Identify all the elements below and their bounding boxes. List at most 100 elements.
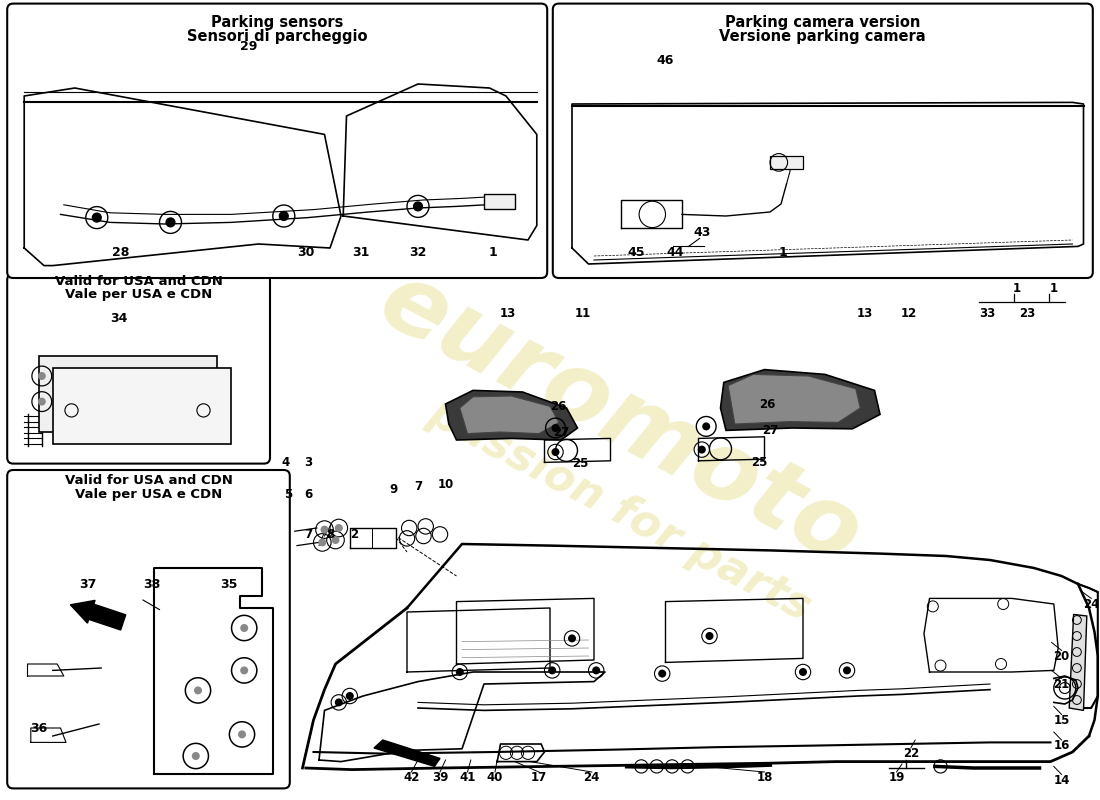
Bar — [39, 356, 217, 432]
Circle shape — [332, 537, 339, 543]
Text: Valid for USA and CDN: Valid for USA and CDN — [55, 275, 222, 288]
Text: 7: 7 — [414, 480, 422, 493]
Text: 4: 4 — [282, 456, 290, 469]
Circle shape — [192, 753, 199, 759]
Circle shape — [552, 449, 559, 455]
Polygon shape — [374, 740, 440, 766]
Text: 37: 37 — [79, 578, 97, 590]
Text: Versione parking camera: Versione parking camera — [719, 30, 926, 44]
Text: 34: 34 — [110, 312, 128, 325]
Circle shape — [593, 667, 600, 674]
Text: 9: 9 — [389, 483, 398, 496]
Text: 45: 45 — [627, 246, 645, 259]
Text: 1: 1 — [779, 246, 788, 259]
Text: 40: 40 — [487, 771, 503, 784]
Text: 15: 15 — [1054, 714, 1069, 726]
Circle shape — [706, 633, 713, 639]
Circle shape — [239, 731, 245, 738]
Text: 12: 12 — [901, 307, 916, 320]
Text: 39: 39 — [432, 771, 448, 784]
Circle shape — [241, 667, 248, 674]
Polygon shape — [460, 396, 559, 434]
Text: 27: 27 — [762, 424, 778, 437]
Circle shape — [346, 693, 353, 699]
FancyBboxPatch shape — [553, 4, 1092, 278]
Circle shape — [549, 667, 556, 674]
Bar — [484, 194, 515, 209]
Text: 10: 10 — [438, 478, 453, 491]
Text: 25: 25 — [751, 456, 767, 469]
FancyBboxPatch shape — [8, 274, 270, 463]
Circle shape — [698, 446, 705, 453]
Circle shape — [456, 669, 463, 675]
Circle shape — [321, 526, 328, 533]
Text: 25: 25 — [573, 458, 588, 470]
Text: 2: 2 — [350, 528, 359, 541]
Text: 23: 23 — [1020, 307, 1035, 320]
Circle shape — [659, 670, 666, 677]
Text: 16: 16 — [1054, 739, 1069, 752]
FancyArrow shape — [70, 600, 125, 630]
Circle shape — [414, 202, 422, 210]
FancyBboxPatch shape — [8, 470, 289, 788]
Circle shape — [569, 635, 575, 642]
Text: Valid for USA and CDN: Valid for USA and CDN — [65, 474, 232, 486]
Text: 1: 1 — [1049, 282, 1058, 294]
Text: 36: 36 — [30, 722, 47, 734]
Text: 44: 44 — [667, 246, 684, 259]
Text: 32: 32 — [409, 246, 427, 259]
Text: 7: 7 — [304, 528, 312, 541]
Polygon shape — [728, 374, 860, 424]
Bar — [53, 368, 231, 444]
Text: 33: 33 — [980, 307, 996, 320]
Circle shape — [241, 625, 248, 631]
Polygon shape — [720, 370, 880, 430]
Text: 27: 27 — [553, 426, 569, 438]
Text: 3: 3 — [304, 456, 312, 469]
Circle shape — [92, 214, 101, 222]
Text: 26: 26 — [551, 400, 566, 413]
Text: 13: 13 — [857, 307, 872, 320]
Polygon shape — [1069, 614, 1087, 710]
Circle shape — [552, 425, 559, 431]
Text: 8: 8 — [326, 528, 334, 541]
Circle shape — [844, 667, 850, 674]
Text: 35: 35 — [220, 578, 238, 590]
Circle shape — [336, 699, 342, 706]
Text: 30: 30 — [297, 246, 315, 259]
Circle shape — [39, 373, 45, 379]
Text: 5: 5 — [284, 488, 293, 501]
Text: 22: 22 — [903, 747, 918, 760]
Text: 19: 19 — [889, 771, 904, 784]
Circle shape — [279, 211, 288, 220]
Text: euromoto: euromoto — [363, 254, 877, 586]
Bar — [770, 156, 803, 169]
Text: 29: 29 — [240, 40, 257, 53]
Circle shape — [703, 423, 710, 430]
Text: 11: 11 — [575, 307, 591, 320]
Text: Vale per USA e CDN: Vale per USA e CDN — [75, 488, 222, 501]
Text: 1: 1 — [488, 246, 497, 259]
Circle shape — [195, 687, 201, 694]
Text: 46: 46 — [657, 54, 674, 66]
Circle shape — [39, 398, 45, 405]
Text: Parking sensors: Parking sensors — [211, 15, 343, 30]
Text: 31: 31 — [352, 246, 370, 259]
Polygon shape — [446, 390, 578, 440]
Text: 26: 26 — [760, 398, 775, 411]
Text: Sensori di parcheggio: Sensori di parcheggio — [187, 30, 367, 44]
Circle shape — [319, 539, 326, 546]
Circle shape — [800, 669, 806, 675]
Text: Vale per USA e CDN: Vale per USA e CDN — [65, 288, 212, 301]
Text: 6: 6 — [304, 488, 312, 501]
Text: 28: 28 — [112, 246, 130, 259]
Text: 43: 43 — [693, 226, 711, 238]
Circle shape — [166, 218, 175, 227]
Text: 17: 17 — [531, 771, 547, 784]
Text: Parking camera version: Parking camera version — [725, 15, 921, 30]
Text: 13: 13 — [500, 307, 516, 320]
Text: 41: 41 — [460, 771, 475, 784]
Text: 1: 1 — [1012, 282, 1021, 294]
Text: passion for parts: passion for parts — [421, 390, 818, 630]
Text: 21: 21 — [1054, 678, 1069, 690]
